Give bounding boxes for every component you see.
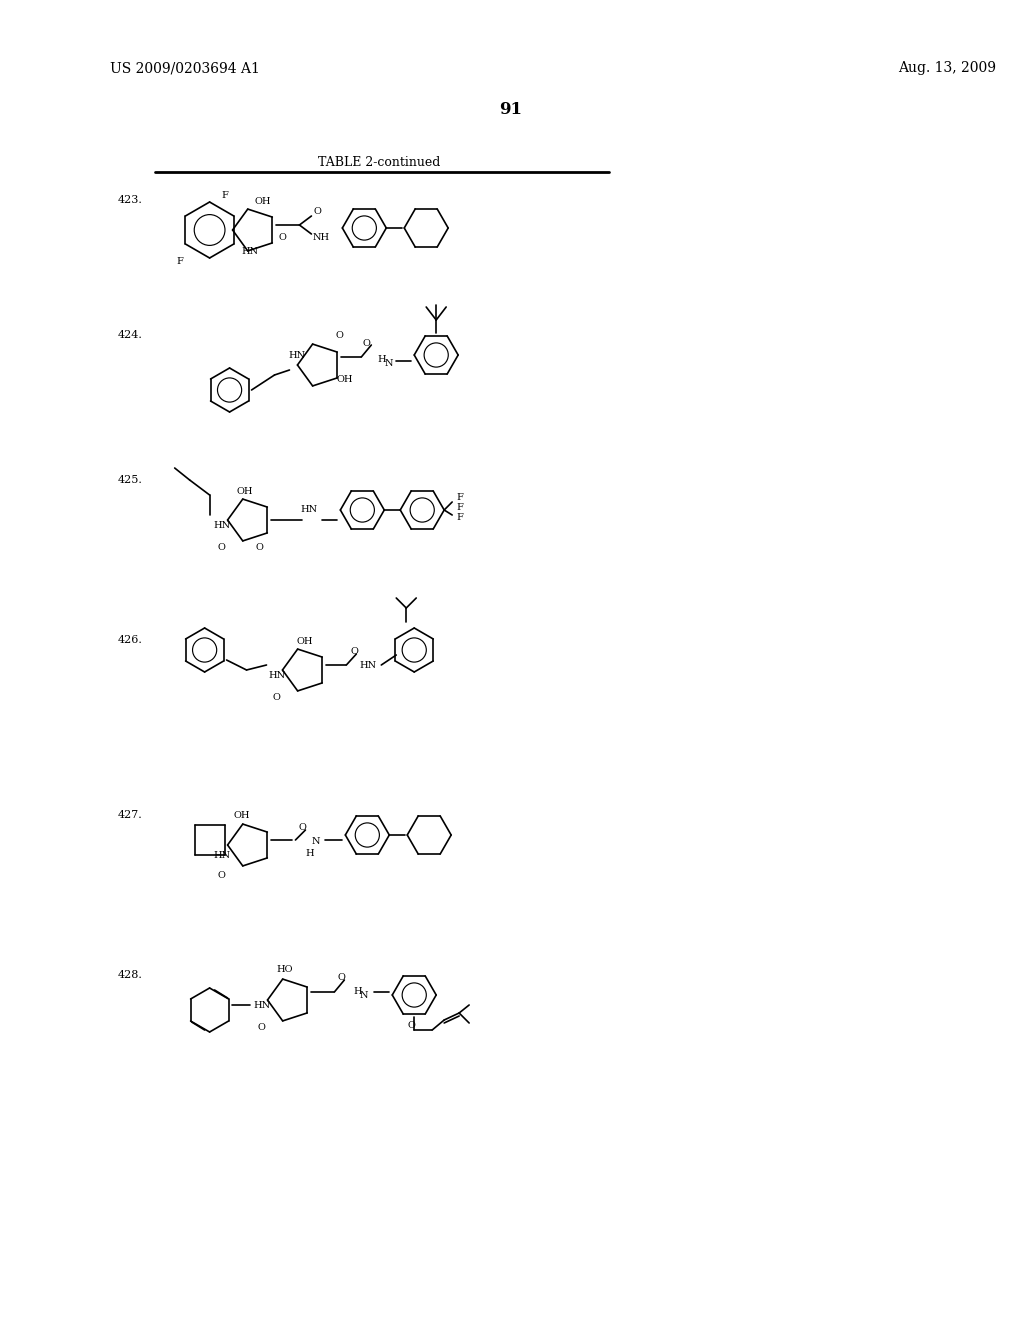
Text: HN: HN (268, 671, 285, 680)
Text: OH: OH (254, 198, 270, 206)
Text: HN: HN (213, 850, 230, 859)
Text: HN: HN (213, 520, 230, 529)
Text: Aug. 13, 2009: Aug. 13, 2009 (898, 61, 996, 75)
Text: 428.: 428. (118, 970, 142, 979)
Text: O: O (350, 648, 358, 656)
Text: F: F (457, 513, 464, 523)
Text: H: H (353, 987, 361, 997)
Text: O: O (362, 338, 371, 347)
Text: O: O (279, 234, 287, 243)
Text: N: N (311, 837, 319, 846)
Text: F: F (457, 494, 464, 503)
Text: H: H (305, 849, 313, 858)
Text: OH: OH (296, 638, 312, 647)
Text: 426.: 426. (118, 635, 142, 645)
Text: 425.: 425. (118, 475, 142, 484)
Text: O: O (218, 870, 225, 879)
Text: O: O (258, 1023, 265, 1032)
Text: OH: OH (237, 487, 253, 496)
Text: O: O (299, 822, 306, 832)
Text: O: O (272, 693, 281, 702)
Text: F: F (221, 190, 228, 199)
Text: OH: OH (336, 375, 352, 384)
Text: 424.: 424. (118, 330, 142, 341)
Text: N: N (385, 359, 393, 367)
Text: US 2009/0203694 A1: US 2009/0203694 A1 (110, 61, 260, 75)
Text: H: H (377, 355, 386, 364)
Text: O: O (313, 207, 322, 216)
Text: O: O (256, 544, 263, 553)
Text: HO: HO (276, 965, 293, 974)
Text: 91: 91 (500, 102, 522, 119)
Text: NH: NH (313, 234, 330, 243)
Text: O: O (408, 1020, 415, 1030)
Text: N: N (360, 990, 369, 999)
Text: OH: OH (233, 810, 250, 820)
Text: HN: HN (289, 351, 306, 359)
Text: O: O (338, 974, 345, 982)
Text: HN: HN (301, 506, 318, 515)
Text: 423.: 423. (118, 195, 142, 205)
Text: O: O (336, 330, 343, 339)
Text: F: F (457, 503, 464, 512)
Text: O: O (218, 544, 225, 553)
Text: TABLE 2-continued: TABLE 2-continued (318, 157, 440, 169)
Text: HN: HN (253, 1001, 270, 1010)
Text: 427.: 427. (118, 810, 142, 820)
Text: F: F (176, 257, 183, 267)
Text: HN: HN (359, 660, 377, 669)
Text: HN: HN (241, 248, 258, 256)
